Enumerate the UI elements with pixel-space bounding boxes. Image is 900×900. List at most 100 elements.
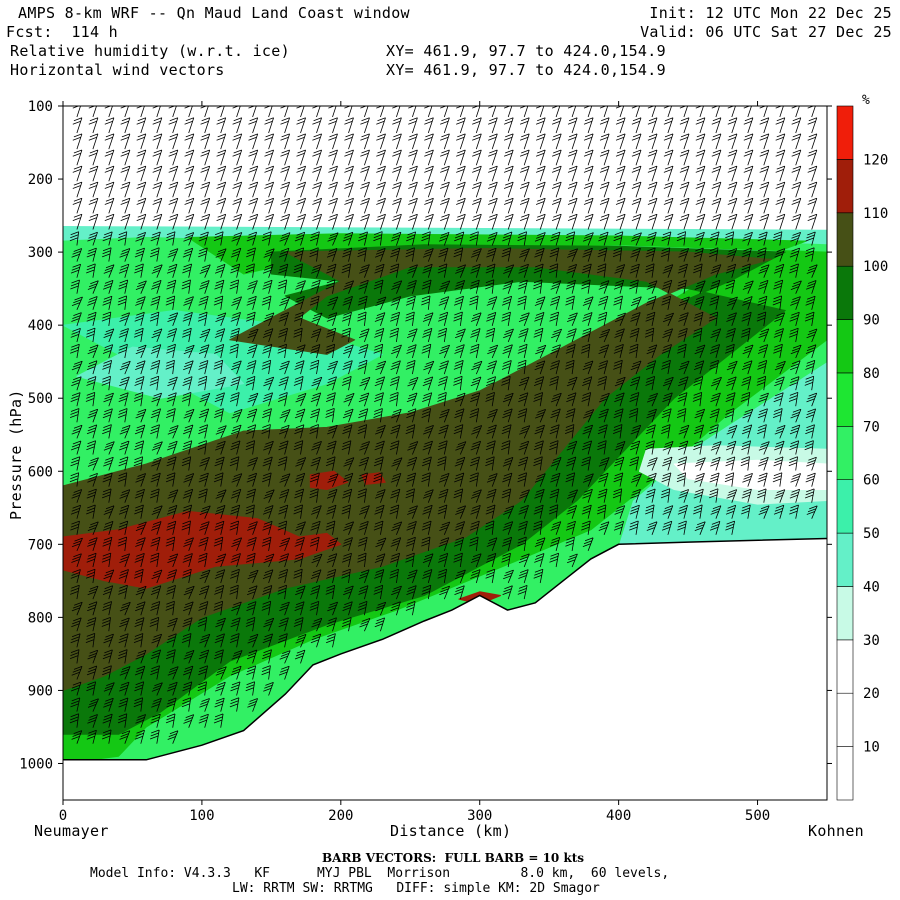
wind-barb — [348, 440, 352, 455]
wind-barb — [523, 328, 529, 343]
wind-barb-feather — [134, 269, 143, 274]
wind-barb-feather — [408, 152, 417, 157]
wind-barb-feather — [231, 440, 241, 445]
wind-barb-feather — [309, 430, 318, 434]
wind-barb-feather — [309, 253, 318, 258]
wind-barb — [92, 149, 99, 166]
wind-barb — [587, 520, 591, 535]
wind-barb-feather — [631, 136, 641, 141]
wind-barb — [683, 149, 690, 166]
wind-barb-feather — [73, 376, 82, 381]
wind-barb-feather — [501, 317, 510, 322]
wind-barb-feather — [215, 671, 224, 676]
wind-barb-feather — [425, 181, 434, 186]
wind-barb-feather — [374, 623, 383, 628]
wind-barb — [124, 617, 130, 632]
wind-barb — [140, 392, 144, 407]
wind-barb — [443, 585, 450, 600]
wind-barb — [252, 328, 259, 343]
wind-barb — [92, 409, 99, 423]
wind-barb-feather — [536, 235, 545, 239]
wind-barb-feather — [231, 556, 240, 560]
wind-barb-feather — [197, 684, 207, 689]
wind-barb-feather — [230, 636, 239, 640]
wind-barb — [667, 264, 674, 278]
wind-barb-feather — [311, 559, 320, 564]
wind-barb — [236, 553, 241, 568]
wind-barb-feather — [230, 697, 240, 702]
wind-barb-feather — [453, 491, 463, 496]
wind-barb-feather — [374, 231, 383, 235]
wind-barb-feather — [245, 382, 255, 386]
wind-barb-feather — [517, 539, 526, 544]
wind-barb — [92, 328, 96, 343]
wind-barb-feather — [521, 165, 530, 170]
wind-barb-feather — [101, 317, 111, 322]
wind-barb-feather — [533, 395, 543, 399]
wind-barb-feather — [88, 152, 97, 157]
wind-barb-feather — [505, 165, 514, 170]
wind-barb — [124, 408, 128, 423]
wind-barb-feather — [569, 102, 577, 105]
wind-barb — [316, 181, 322, 198]
wind-barb — [220, 521, 225, 535]
wind-barb-feather — [325, 639, 335, 644]
wind-barb-feather — [135, 655, 144, 660]
wind-barb — [380, 117, 386, 134]
wind-barb-feather — [280, 217, 289, 221]
wind-barb — [124, 264, 130, 278]
wind-barb-feather — [425, 165, 434, 170]
wind-barb-feather — [151, 270, 160, 274]
wind-barb — [188, 681, 193, 696]
wind-barb-feather — [279, 633, 288, 637]
wind-barb-feather — [263, 231, 272, 236]
wind-barb-feather — [521, 213, 530, 218]
wind-barb-feather — [472, 120, 481, 125]
wind-barb-feather — [86, 671, 96, 676]
wind-barb — [172, 633, 177, 648]
wind-barb-feather — [486, 253, 495, 258]
wind-barb-feather — [390, 568, 399, 573]
wind-barb-feather — [648, 408, 657, 413]
wind-barb-feather — [184, 217, 193, 221]
wind-barb-feather — [613, 362, 622, 367]
wind-barb — [252, 117, 259, 134]
wind-barb-feather — [693, 266, 702, 271]
wind-barb-feather — [518, 446, 527, 451]
wind-barb-feather — [87, 376, 97, 380]
wind-barb-feather — [536, 411, 545, 416]
wind-barb-feather — [73, 617, 82, 622]
wind-barb — [140, 440, 145, 455]
wind-barb-feather — [360, 443, 369, 448]
wind-barb-feather — [629, 459, 639, 464]
wind-barb-feather — [71, 430, 80, 435]
wind-barb — [204, 601, 209, 616]
wind-barb-feather — [679, 136, 689, 141]
wind-barb-feather — [662, 282, 672, 287]
wind-barb — [396, 198, 402, 214]
wind-barb — [364, 553, 367, 568]
wind-barb-feather — [342, 568, 351, 573]
wind-barb-feather — [261, 607, 270, 611]
wind-barb-feather — [151, 652, 160, 657]
wind-barb-feather — [309, 542, 319, 547]
wind-barb-feather — [150, 607, 159, 611]
wind-barb-feather — [326, 575, 335, 579]
wind-barb-feather — [217, 133, 226, 138]
wind-barb-feather — [295, 234, 304, 239]
wind-barb — [172, 214, 179, 230]
wind-barb-feather — [376, 169, 385, 173]
wind-barb — [172, 521, 177, 535]
wind-barb — [220, 106, 225, 118]
wind-barb-feather — [151, 347, 161, 351]
wind-barb-feather — [566, 559, 576, 564]
wind-barb-feather — [391, 350, 400, 355]
wind-barb-feather — [535, 491, 544, 496]
wind-barb-feather — [326, 446, 335, 451]
wind-barb — [188, 553, 193, 568]
wind-barb-feather — [600, 213, 610, 218]
wind-barb-feather — [424, 106, 432, 109]
wind-barb — [300, 149, 306, 166]
wind-barb-feather — [533, 574, 542, 579]
wind-barb — [140, 553, 145, 568]
